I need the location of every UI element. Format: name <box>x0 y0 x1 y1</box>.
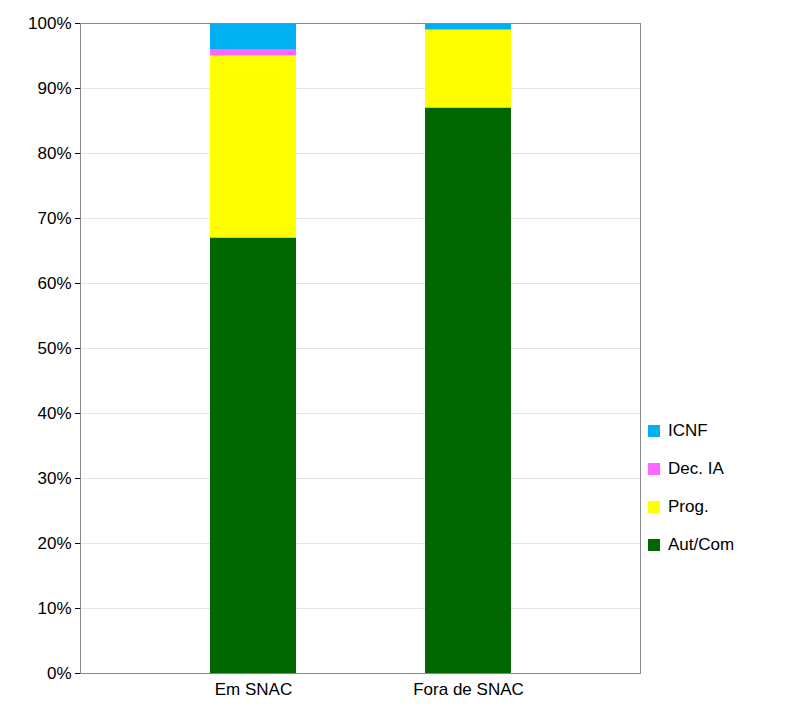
svg-text:Fora de SNAC: Fora de SNAC <box>413 680 524 699</box>
svg-text:Em SNAC: Em SNAC <box>215 680 292 699</box>
svg-text:80%: 80% <box>37 144 71 163</box>
html-text:Aut/Com: Aut/Com <box>668 535 735 554</box>
html-text:Dec. IA: Dec. IA <box>668 459 724 478</box>
svg-text:50%: 50% <box>37 339 71 358</box>
html-text:Prog.: Prog. <box>668 497 709 516</box>
svg-text:40%: 40% <box>37 404 71 423</box>
svg-text:10%: 10% <box>37 599 71 618</box>
svg-text:0%: 0% <box>47 664 72 683</box>
svg-text:30%: 30% <box>37 469 71 488</box>
svg-text:100%: 100% <box>28 14 71 33</box>
svg-text:20%: 20% <box>37 534 71 553</box>
svg-text:90%: 90% <box>37 79 71 98</box>
svg-text:60%: 60% <box>37 274 71 293</box>
html-text:ICNF: ICNF <box>668 421 708 440</box>
svg-text:70%: 70% <box>37 209 71 228</box>
